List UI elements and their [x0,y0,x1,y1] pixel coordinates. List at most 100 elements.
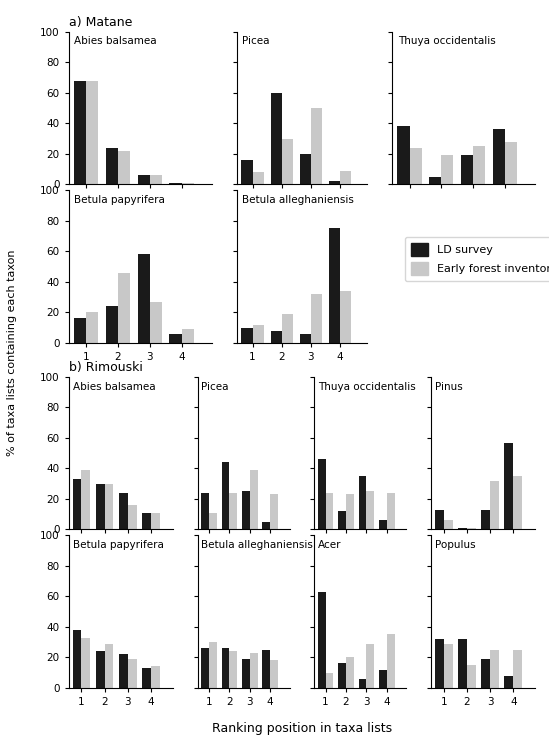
Text: Abies balsamea: Abies balsamea [74,36,157,47]
Bar [338,663,346,688]
Bar [366,643,374,688]
Bar [379,669,387,688]
Bar [81,637,90,688]
Bar [119,493,128,530]
Bar [458,639,467,688]
Bar [429,177,441,184]
Bar [358,476,366,530]
Text: b) Rimouski: b) Rimouski [69,361,143,375]
Bar [128,505,137,530]
Bar [329,181,340,184]
Bar [444,643,452,688]
Bar [262,650,270,688]
Bar [513,476,522,530]
Bar [300,154,311,184]
Bar [340,291,351,343]
Bar [481,510,490,530]
Bar [142,513,151,530]
Bar [170,334,182,343]
Text: Betula papyrifera: Betula papyrifera [74,195,165,205]
Text: Betula alleghaniensis: Betula alleghaniensis [242,195,354,205]
Bar [118,151,130,184]
Bar [72,630,81,688]
Text: Thuya occidentalis: Thuya occidentalis [398,36,496,47]
Bar [458,528,467,530]
Bar [229,651,237,688]
Bar [242,491,250,530]
Bar [242,659,250,688]
Bar [318,459,326,530]
Bar [209,642,217,688]
Text: Betula alleghaniensis: Betula alleghaniensis [201,540,313,550]
Bar [270,660,278,688]
Bar [467,665,475,688]
Bar [106,306,118,343]
Bar [271,331,282,343]
Bar [318,592,326,688]
Text: Thuya occidentalis: Thuya occidentalis [318,381,416,392]
Bar [209,513,217,530]
Bar [461,155,473,184]
Bar [74,81,86,184]
Text: Picea: Picea [242,36,269,47]
Bar [229,493,237,530]
Bar [311,294,322,343]
Bar [435,510,444,530]
Bar [170,183,182,184]
Bar [201,493,209,530]
Bar [326,672,333,688]
Bar [300,334,311,343]
Text: Pinus: Pinus [435,381,463,392]
Text: Betula papyrifera: Betula papyrifera [73,540,164,550]
Bar [481,659,490,688]
Bar [387,493,395,530]
Bar [222,462,229,530]
Bar [493,130,505,184]
Bar [250,653,257,688]
Bar [282,314,293,343]
Bar [104,484,113,530]
Bar [444,520,452,530]
Bar [250,470,257,530]
Bar [346,657,354,688]
Bar [397,126,410,184]
Bar [379,520,387,530]
Bar [242,160,253,184]
Bar [338,511,346,530]
Bar [182,329,194,343]
Bar [119,654,128,688]
Bar [86,81,98,184]
Bar [505,142,517,184]
Text: % of taxa lists containing each taxon: % of taxa lists containing each taxon [7,249,17,456]
Bar [118,272,130,343]
Bar [366,491,374,530]
Text: Picea: Picea [201,381,229,392]
Bar [467,528,475,530]
Bar [74,318,86,343]
Bar [329,229,340,343]
Bar [151,666,160,688]
Bar [151,513,160,530]
Bar [435,639,444,688]
Bar [72,479,81,530]
Text: Abies balsamea: Abies balsamea [73,381,155,392]
Bar [253,172,264,184]
Bar [410,148,422,184]
Text: Acer: Acer [318,540,341,550]
Bar [106,148,118,184]
Bar [86,312,98,343]
Bar [282,139,293,184]
Bar [201,649,209,688]
Bar [513,650,522,688]
Text: a) Matane: a) Matane [69,16,132,30]
Bar [138,255,150,343]
Bar [96,484,104,530]
Bar [311,108,322,184]
Text: Populus: Populus [435,540,476,550]
Bar [270,494,278,530]
Bar [490,650,499,688]
Bar [490,481,499,530]
Bar [340,171,351,184]
Bar [182,183,194,184]
Bar [138,175,150,184]
